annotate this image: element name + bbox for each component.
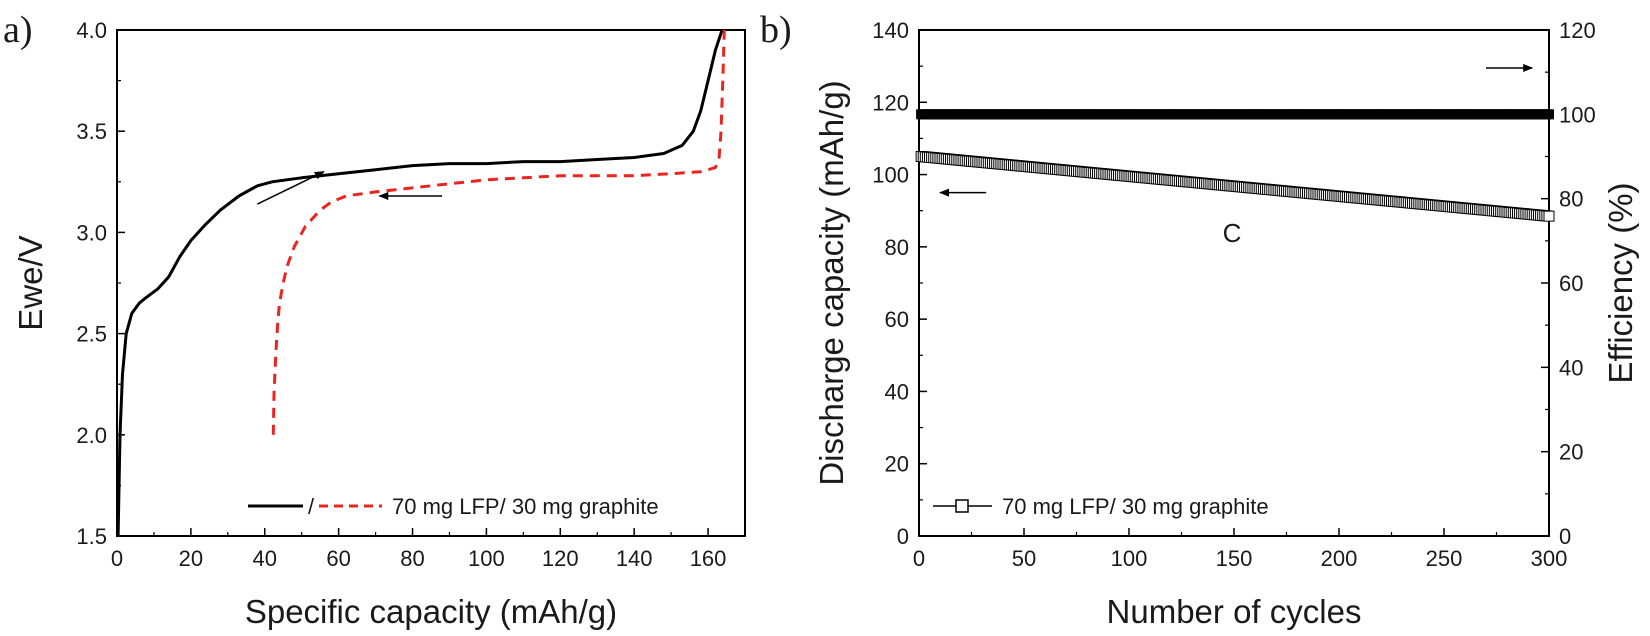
panel-b-y2-axis-label: Efficiency (%)	[1602, 182, 1639, 383]
x-tick-label: 300	[1531, 546, 1568, 571]
panel-a-legend-label: 70 mg LFP/ 30 mg graphite	[392, 494, 659, 519]
dashed-series-line	[271, 29, 726, 435]
panel-b-plot-frame	[918, 29, 1550, 537]
y2-tick-label: 60	[1559, 271, 1583, 296]
y-tick-label: 60	[885, 307, 909, 332]
y2-tick-label: 40	[1559, 355, 1583, 380]
panel-a-y-axis-label: Ewe/V	[12, 235, 49, 330]
panel-a-x-axis-label: Specific capacity (mAh/g)	[245, 593, 617, 630]
x-tick-label: 100	[468, 546, 505, 571]
x-tick-label: 60	[326, 546, 350, 571]
panel-b-y-ticks: 0 20 40 60 80 100 120 140	[872, 18, 927, 549]
y-tick-label: 100	[872, 163, 909, 188]
discharge-capacity-series	[915, 151, 1555, 222]
efficiency-marker	[1544, 109, 1554, 120]
y2-tick-label: 20	[1559, 440, 1583, 465]
y-tick-label: 80	[885, 235, 909, 260]
panel-a-legend: / 70 mg LFP/ 30 mg graphite	[248, 494, 659, 519]
y-tick-label: 4.0	[76, 18, 107, 43]
panel-b-x-axis-label: Number of cycles	[1107, 593, 1362, 630]
panel-a-plot-frame	[116, 29, 746, 537]
y-tick-label: 3.0	[76, 220, 107, 245]
x-tick-label: 0	[913, 546, 925, 571]
solid-series-line	[116, 29, 724, 537]
x-tick-label: 100	[1111, 546, 1148, 571]
x-tick-label: 80	[400, 546, 424, 571]
panel-a-y-ticks: 1.5 2.0 2.5 3.0 3.5 4.0	[76, 18, 125, 549]
y-tick-label: 1.5	[76, 524, 107, 549]
y-tick-label: 140	[872, 18, 909, 43]
panel-b-annotations	[939, 63, 1534, 197]
panel-a-x-ticks: 0 20 40 60 80 100 120 140 160	[111, 528, 727, 571]
panel-b-label: b)	[760, 9, 792, 51]
x-tick-label: 150	[1216, 546, 1253, 571]
chart-panel-a: a) 0 20 40 60 80 100 120 140 160 1.5 2.0 2.5 3.0 3.5…	[3, 9, 746, 630]
y-tick-label: 2.0	[76, 423, 107, 448]
y2-tick-label: 80	[1559, 187, 1583, 212]
chart-panel-b: b) 0 50 100 150 200 250 300 020406080100120140…	[760, 9, 1639, 630]
y2-tick-label: 100	[1559, 102, 1596, 127]
y-tick-label: 3.5	[76, 119, 107, 144]
panel-b-legend-label: 70 mg LFP/ 30 mg graphite	[1002, 494, 1269, 519]
x-tick-label: 40	[253, 546, 277, 571]
panel-a-series	[116, 29, 726, 537]
x-tick-label: 250	[1426, 546, 1463, 571]
x-tick-label: 200	[1321, 546, 1358, 571]
arrow-annotation	[257, 171, 325, 205]
legend-separator: /	[308, 494, 315, 519]
y-tick-label: 2.5	[76, 322, 107, 347]
y-tick-label: 20	[885, 452, 909, 477]
y-tick-label: 120	[872, 90, 909, 115]
capacity-marker	[1543, 210, 1555, 222]
x-tick-label: 120	[542, 546, 579, 571]
y2-tick-label: 120	[1559, 18, 1596, 43]
panel-b-y-axis-label: Discharge capacity (mAh/g)	[813, 80, 850, 485]
y-tick-label: 0	[897, 524, 909, 549]
panel-b-legend: 70 mg LFP/ 30 mg graphite	[933, 494, 1269, 519]
x-tick-label: 50	[1012, 546, 1036, 571]
y-tick-label: 40	[885, 379, 909, 404]
y2-tick-label: 0	[1559, 524, 1571, 549]
panel-a-annotations	[257, 171, 443, 205]
x-tick-label: 140	[616, 546, 653, 571]
panel-b-x-ticks: 0 50 100 150 200 250 300	[913, 528, 1567, 571]
legend-square-marker	[955, 499, 969, 513]
panel-b-text-annotation: C	[1223, 218, 1242, 248]
panel-a-label: a)	[3, 9, 33, 51]
efficiency-series	[916, 109, 1554, 120]
x-tick-label: 0	[111, 546, 123, 571]
x-tick-label: 160	[690, 546, 727, 571]
panel-b-series	[915, 109, 1555, 222]
x-tick-label: 20	[179, 546, 203, 571]
